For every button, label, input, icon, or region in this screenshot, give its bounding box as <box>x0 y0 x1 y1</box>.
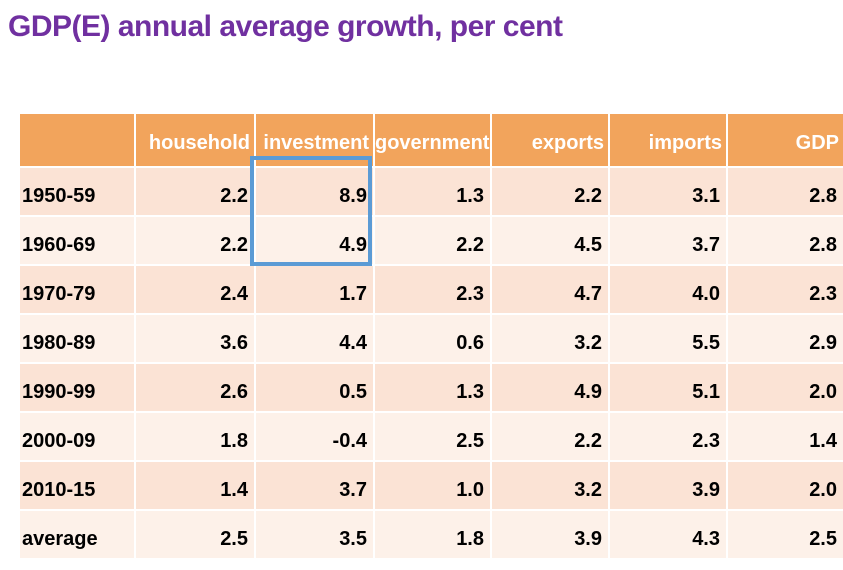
table-cell: 2.5 <box>726 509 843 560</box>
table-cell: 2.0 <box>726 460 843 511</box>
table-cell: 2.2 <box>490 166 610 217</box>
table-cell: 1.3 <box>373 362 492 413</box>
column-header-government: government <box>373 112 492 168</box>
table-cell: 2.3 <box>373 264 492 315</box>
row-label: 2010-15 <box>18 460 136 511</box>
row-label: 1970-79 <box>18 264 136 315</box>
table-cell: 3.1 <box>608 166 728 217</box>
table-cell: 4.4 <box>254 313 375 364</box>
table-cell: 3.2 <box>490 313 610 364</box>
table-cell: 4.9 <box>254 215 375 266</box>
column-header-gdp: GDP <box>726 112 843 168</box>
table-cell: 2.8 <box>726 166 843 217</box>
column-header-household: household <box>134 112 256 168</box>
table-cell: 2.3 <box>726 264 843 315</box>
table-cell: 1.0 <box>373 460 492 511</box>
row-label: 1950-59 <box>18 166 136 217</box>
table-cell: 2.5 <box>134 509 256 560</box>
table-cell: 2.9 <box>726 313 843 364</box>
table-cell: 2.8 <box>726 215 843 266</box>
table-cell: 2.5 <box>373 411 492 462</box>
table-row: 1970-79 2.4 1.7 2.3 4.7 4.0 2.3 <box>18 264 843 315</box>
table-row: 1960-69 2.2 4.9 2.2 4.5 3.7 2.8 <box>18 215 843 266</box>
table-cell: 0.5 <box>254 362 375 413</box>
table-row: 1980-89 3.6 4.4 0.6 3.2 5.5 2.9 <box>18 313 843 364</box>
table-cell: 1.8 <box>373 509 492 560</box>
column-header-imports: imports <box>608 112 728 168</box>
table-cell: 2.6 <box>134 362 256 413</box>
row-label: 1980-89 <box>18 313 136 364</box>
table-cell: 2.2 <box>490 411 610 462</box>
row-label: 1960-69 <box>18 215 136 266</box>
table-cell: 3.2 <box>490 460 610 511</box>
table-cell: 1.8 <box>134 411 256 462</box>
table-cell: 8.9 <box>254 166 375 217</box>
table-cell: -0.4 <box>254 411 375 462</box>
column-header-investment: investment <box>254 112 375 168</box>
table-cell: 3.6 <box>134 313 256 364</box>
table-row: 1990-99 2.6 0.5 1.3 4.9 5.1 2.0 <box>18 362 843 413</box>
table-header: household investment government exports … <box>18 112 843 168</box>
growth-table: household investment government exports … <box>18 112 843 560</box>
table-cell: 3.7 <box>254 460 375 511</box>
column-header-exports: exports <box>490 112 610 168</box>
table-cell: 2.0 <box>726 362 843 413</box>
table-cell: 2.2 <box>373 215 492 266</box>
table-cell: 0.6 <box>373 313 492 364</box>
table-cell: 4.9 <box>490 362 610 413</box>
table-cell: 2.2 <box>134 215 256 266</box>
table-cell: 5.1 <box>608 362 728 413</box>
table-cell: 5.5 <box>608 313 728 364</box>
table-cell: 2.4 <box>134 264 256 315</box>
header-row: household investment government exports … <box>18 112 843 168</box>
page-title: GDP(E) annual average growth, per cent <box>8 10 563 43</box>
table-row: 2010-15 1.4 3.7 1.0 3.2 3.9 2.0 <box>18 460 843 511</box>
table-cell: 4.5 <box>490 215 610 266</box>
table-cell: 3.9 <box>608 460 728 511</box>
table-cell: 3.9 <box>490 509 610 560</box>
table-cell: 1.4 <box>726 411 843 462</box>
table-cell: 3.5 <box>254 509 375 560</box>
table-cell: 4.0 <box>608 264 728 315</box>
table-cell: 1.7 <box>254 264 375 315</box>
table-cell: 3.7 <box>608 215 728 266</box>
table-row: average 2.5 3.5 1.8 3.9 4.3 2.5 <box>18 509 843 560</box>
column-header-blank <box>18 112 136 168</box>
row-label: average <box>18 509 136 560</box>
table-cell: 4.7 <box>490 264 610 315</box>
table-cell: 2.2 <box>134 166 256 217</box>
table-row: 2000-09 1.8 -0.4 2.5 2.2 2.3 1.4 <box>18 411 843 462</box>
table-row: 1950-59 2.2 8.9 1.3 2.2 3.1 2.8 <box>18 166 843 217</box>
table-body: 1950-59 2.2 8.9 1.3 2.2 3.1 2.8 1960-69 2.2 4.9 2.… <box>18 166 843 560</box>
row-label: 1990-99 <box>18 362 136 413</box>
table-cell: 1.4 <box>134 460 256 511</box>
row-label: 2000-09 <box>18 411 136 462</box>
table-cell: 4.3 <box>608 509 728 560</box>
table-cell: 1.3 <box>373 166 492 217</box>
table-cell: 2.3 <box>608 411 728 462</box>
